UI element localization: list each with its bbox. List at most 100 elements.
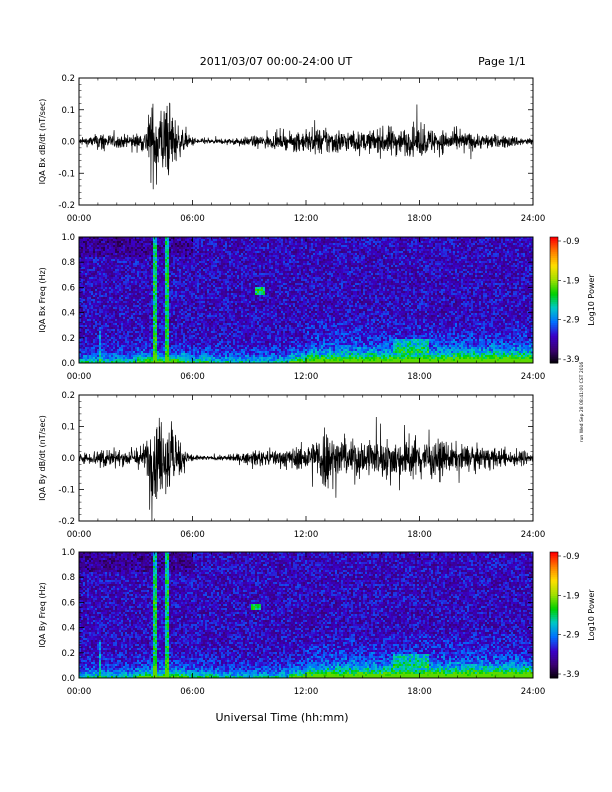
colorbar-segment (550, 314, 558, 318)
x-tick-label: 06:00 (180, 687, 205, 697)
colorbar-segment (550, 350, 558, 353)
y-tick-label: 0.2 (61, 391, 75, 401)
colorbar-segment (550, 352, 558, 356)
x-tick-label: 12:00 (294, 687, 319, 697)
colorbar-segment (550, 556, 558, 559)
colorbar-tick-label: -3.9 (563, 670, 580, 680)
colorbar-segment (550, 344, 558, 347)
x-tick-label: 24:00 (521, 687, 546, 697)
spectrogram-image (79, 237, 533, 363)
colorbar-segment (550, 568, 558, 572)
colorbar-segment (550, 581, 558, 584)
spectrogram-canvas (79, 237, 533, 363)
colorbar-segment (550, 591, 558, 595)
x-tick-label: 00:00 (67, 372, 92, 382)
colorbar-segment (550, 247, 558, 251)
colorbar-segment (550, 274, 558, 278)
colorbar-segment (550, 560, 558, 563)
x-tick-label: 12:00 (294, 530, 319, 540)
colorbar-segment (550, 652, 558, 656)
colorbar-segment (550, 253, 558, 257)
colorbar-segment (550, 675, 558, 679)
colorbar-segment (550, 297, 558, 301)
x-tick-label: 18:00 (407, 687, 432, 697)
colorbar-label: Log10 Power (587, 589, 596, 641)
colorbar-segment (550, 579, 558, 582)
colorbar-segment (550, 291, 558, 295)
plot-frame (78, 236, 534, 364)
y-tick-label: 0.2 (61, 334, 75, 344)
x-tick-label: 18:00 (407, 372, 432, 382)
y-tick-label: 0.8 (61, 258, 75, 268)
y-tick-label: 0.0 (61, 359, 75, 369)
colorbar-segment (550, 272, 558, 276)
y-tick-label: 0.0 (61, 138, 75, 148)
colorbar-segment (550, 577, 558, 580)
spectrogram-panel-4: 00:00 06:00 12:00 18:00 24:00 1.0 0.8 0.6 0.4 0.2… (38, 548, 596, 697)
colorbar-segment (550, 602, 558, 605)
colorbar-segment (550, 346, 558, 349)
y-tick-label: -0.2 (58, 201, 75, 211)
colorbar-segment (550, 657, 558, 660)
colorbar-segment (550, 659, 558, 662)
colorbar-segment (550, 583, 558, 587)
colorbar-segment (550, 640, 558, 643)
colorbar-segment (550, 610, 558, 614)
colorbar-segment (550, 295, 558, 299)
y-axis-label: IQA By Freq (Hz) (38, 582, 47, 648)
colorbar-segment (550, 644, 558, 647)
colorbar-segment (550, 283, 558, 286)
colorbar-segment (550, 598, 558, 601)
colorbar-tick-label: -2.9 (563, 316, 580, 326)
colorbar-segment (550, 329, 558, 332)
y-axis-label: IQA Bx Freq (Hz) (38, 267, 47, 333)
colorbar-segment (550, 331, 558, 335)
y-tick-label: 0.1 (61, 106, 75, 116)
colorbar-segment (550, 304, 558, 307)
colorbar-segment (550, 587, 558, 591)
signal-trace (78, 416, 534, 522)
x-tick-label: 12:00 (294, 372, 319, 382)
colorbar-segment (550, 245, 558, 248)
colorbar-segment (550, 312, 558, 316)
colorbar-segment (550, 646, 558, 650)
figure-title: 2011/03/07 00:00-24:00 UT (200, 55, 353, 68)
colorbar-label: Log10 Power (587, 274, 596, 326)
colorbar-segment (550, 289, 558, 293)
colorbar-segment (550, 264, 558, 267)
colorbar-segment (550, 636, 558, 639)
colorbar-segment (550, 600, 558, 603)
colorbar-segment (550, 654, 558, 658)
colorbar-tick-label: -0.9 (563, 552, 580, 562)
colorbar-segment (550, 285, 558, 288)
colorbar-segment (550, 300, 558, 303)
colorbar-segment (550, 625, 558, 629)
colorbar-segment (550, 318, 558, 322)
y-tick-label: 0.4 (61, 309, 75, 319)
spectrogram-panel-2: 00:00 06:00 12:00 18:00 24:00 1.0 0.8 0.6 0.4 0.2… (38, 233, 596, 382)
colorbar-segment (550, 287, 558, 290)
colorbar-segment (550, 237, 558, 240)
x-tick-label: 18:00 (407, 530, 432, 540)
colorbar-segment (550, 623, 558, 626)
colorbar-segment (550, 573, 558, 576)
colorbar-tick-label: -1.9 (563, 276, 580, 286)
y-axis-label: IQA Bx dB/dt (nT/sec) (38, 99, 47, 185)
y-tick-label: 0.6 (61, 598, 75, 608)
timeseries-panel-3: 00:00 06:00 12:00 18:00 24:00 0.2 0.1 0.0 -0.1 -0… (38, 391, 545, 540)
colorbar-segment (550, 633, 558, 637)
colorbar-segment (550, 358, 558, 362)
x-tick-label: 06:00 (180, 372, 205, 382)
colorbar-segment (550, 558, 558, 561)
y-axis-label: IQA By dB/dt (nT/sec) (38, 415, 47, 501)
colorbar-segment (550, 667, 558, 671)
colorbar-segment (550, 270, 558, 274)
colorbar-segment (550, 594, 558, 597)
colorbar-segment (550, 669, 558, 673)
page-indicator: Page 1/1 (478, 55, 526, 68)
y-tick-label: 0.0 (61, 454, 75, 464)
colorbar-segment (550, 255, 558, 259)
y-tick-label: -0.1 (58, 169, 75, 179)
colorbar-segment (550, 251, 558, 255)
colorbar-segment (550, 306, 558, 309)
